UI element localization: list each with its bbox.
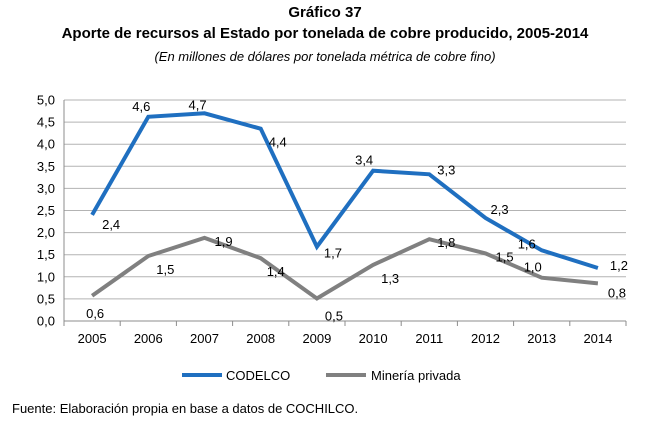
- legend: CODELCO Minería privada: [182, 368, 461, 383]
- x-tick-label: 2006: [134, 331, 163, 346]
- source-note: Fuente: Elaboración propia en base a dat…: [12, 401, 359, 416]
- data-label: 1,6: [518, 236, 536, 251]
- data-label: 2,3: [491, 202, 509, 217]
- data-label: 0,8: [608, 285, 626, 300]
- x-tick-label: 2014: [583, 331, 612, 346]
- series-line-codelco: [90, 111, 599, 270]
- data-label: 1,4: [267, 264, 285, 279]
- axes: 0,0 0,5 1,0 1,5 2,0 2,5 3,0 3,5 4,0 4,5 5,0 2005 200…: [37, 93, 627, 346]
- y-tick-label: 1,5: [37, 247, 55, 262]
- x-tick-label: 2005: [78, 331, 107, 346]
- data-label: 1,8: [437, 235, 455, 250]
- y-tick-label: 3,5: [37, 159, 55, 174]
- data-label: 0,6: [86, 306, 104, 321]
- y-tick-label: 4,5: [37, 115, 55, 130]
- legend-label: CODELCO: [226, 368, 290, 383]
- data-label: 1,5: [156, 262, 174, 277]
- data-label: 2,4: [102, 217, 120, 232]
- data-label: 1,5: [496, 249, 514, 264]
- chart-title: Gráfico 37: [288, 4, 362, 21]
- data-label: 3,4: [355, 153, 373, 168]
- data-label: 1,2: [610, 258, 628, 273]
- y-tick-label: 4,0: [37, 137, 55, 152]
- data-label: 3,3: [437, 162, 455, 177]
- y-tick-label: 3,0: [37, 181, 55, 196]
- data-label: 4,4: [269, 135, 287, 150]
- series-lines: [90, 111, 599, 301]
- y-tick-label: 0,5: [37, 291, 55, 306]
- x-tick-label: 2010: [359, 331, 388, 346]
- x-tick-label: 2008: [246, 331, 275, 346]
- data-label: 1,7: [324, 246, 342, 261]
- y-tick-label: 1,0: [37, 269, 55, 284]
- data-label: 4,6: [132, 99, 150, 114]
- data-label: 4,7: [189, 97, 207, 112]
- data-label: 1,9: [215, 234, 233, 249]
- unit-note: (En millones de dólares por tonelada mét…: [154, 49, 496, 64]
- legend-label: Minería privada: [371, 368, 461, 383]
- y-tick-label: 5,0: [37, 93, 55, 108]
- gridlines: [64, 99, 626, 300]
- data-label: 0,5: [325, 308, 343, 323]
- x-tick-label: 2009: [302, 331, 331, 346]
- data-label: 1,3: [381, 271, 399, 286]
- x-tick-label: 2013: [527, 331, 556, 346]
- y-tick-label: 0,0: [37, 314, 55, 329]
- x-tick-label: 2012: [471, 331, 500, 346]
- chart-subtitle: Aporte de recursos al Estado por tonelad…: [61, 25, 589, 42]
- y-tick-label: 2,5: [37, 203, 55, 218]
- y-tick-label: 2,0: [37, 225, 55, 240]
- data-label: 1,0: [524, 260, 542, 275]
- x-tick-label: 2007: [190, 331, 219, 346]
- x-tick-label: 2011: [415, 331, 443, 346]
- data-labels: 2,4 4,6 4,7 4,4 1,7 3,4 3,3 2,3 1,6 1,2 0,6 1,5 1,9 1…: [86, 97, 628, 323]
- series-line-mineria-privada: [90, 235, 599, 301]
